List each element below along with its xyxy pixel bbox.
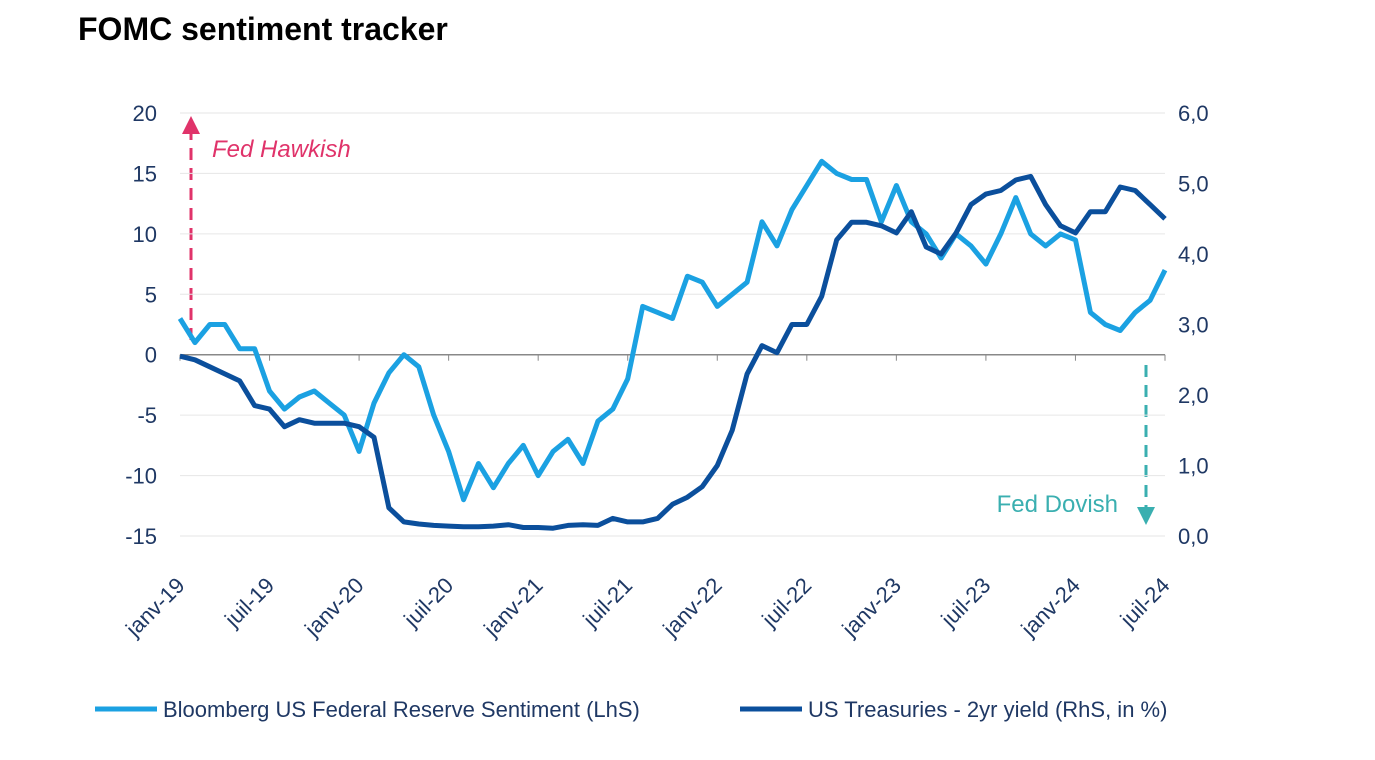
x-tick-label: juil-20: [398, 573, 458, 633]
annotation: Fed Hawkish: [212, 136, 351, 163]
y-tick-label: 5: [145, 282, 157, 307]
x-tick-label: juil-22: [756, 573, 816, 633]
y-tick-label: 15: [133, 161, 157, 186]
y-tick-label: 10: [133, 222, 157, 247]
x-tick-label: juil-23: [936, 573, 996, 633]
x-tick-label: juil-19: [219, 573, 279, 633]
x-tick-label: janv-22: [657, 573, 726, 642]
y-tick-label: 20: [133, 101, 157, 126]
y2-tick-label: 4,0: [1178, 242, 1209, 267]
y-tick-label: -5: [137, 403, 157, 428]
y-tick-label: 0: [145, 343, 157, 368]
y2-tick-label: 3,0: [1178, 313, 1209, 338]
legend-label: Bloomberg US Federal Reserve Sentiment (…: [163, 697, 640, 722]
y2-tick-label: 6,0: [1178, 101, 1209, 126]
y2-tick-label: 0,0: [1178, 524, 1209, 549]
x-tick-label: juil-24: [1115, 573, 1175, 633]
y-tick-label: -10: [125, 464, 157, 489]
y2-tick-label: 5,0: [1178, 172, 1209, 197]
x-tick-label: janv-23: [836, 573, 905, 642]
x-tick-label: janv-21: [478, 573, 547, 642]
series-line: [177, 158, 1168, 503]
legend-label: US Treasuries - 2yr yield (RhS, in %): [808, 697, 1167, 722]
y2-tick-label: 1,0: [1178, 454, 1209, 479]
x-tick-label: janv-20: [299, 573, 368, 642]
x-tick-label: janv-19: [120, 573, 189, 642]
x-tick-label: juil-21: [577, 573, 637, 633]
x-tick-label: janv-24: [1016, 573, 1085, 642]
hawkish-arrowhead: [182, 116, 200, 134]
y-tick-label: -15: [125, 524, 157, 549]
chart-title: FOMC sentiment tracker: [78, 11, 448, 47]
annotation: Fed Dovish: [997, 491, 1118, 518]
series-line: [179, 173, 1167, 531]
dovish-arrowhead: [1137, 507, 1155, 525]
y2-tick-label: 2,0: [1178, 383, 1209, 408]
